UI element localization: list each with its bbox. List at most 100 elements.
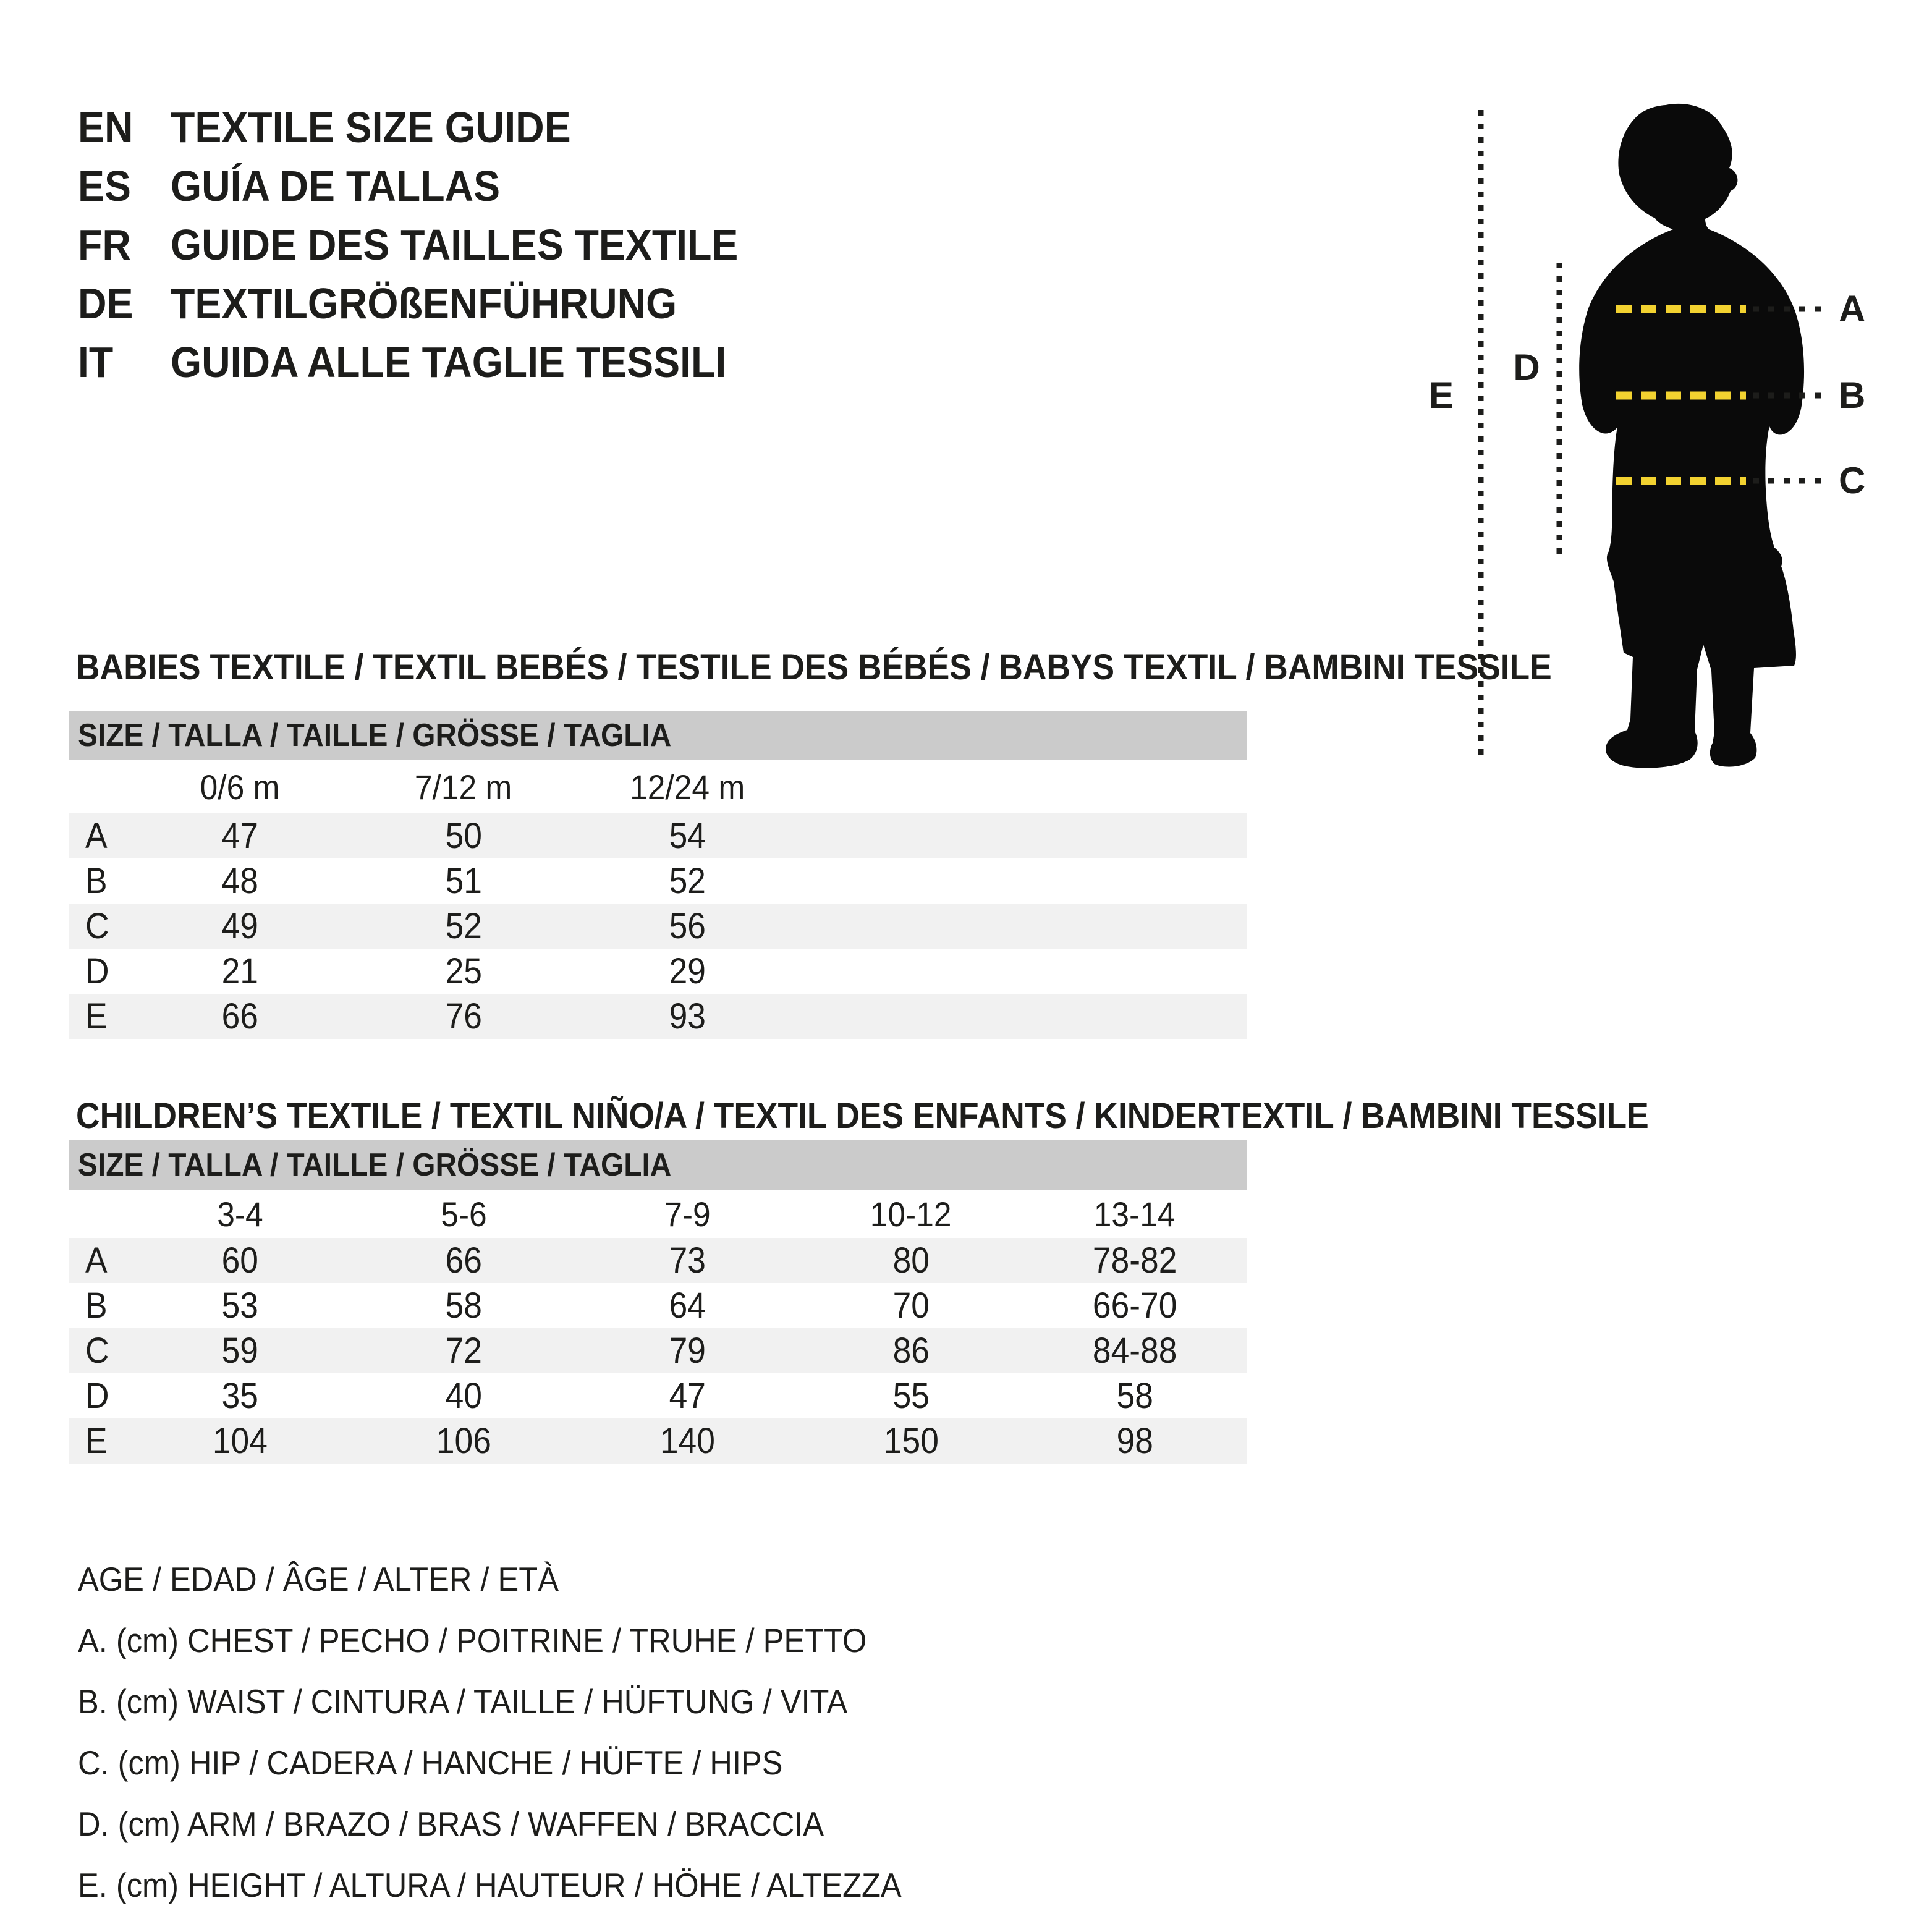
language-code: ES — [78, 161, 131, 210]
child-silhouette — [1579, 103, 1805, 768]
table-cell: 56 — [669, 906, 706, 946]
measurement-figure — [1409, 93, 1932, 810]
legend-chest-line: A. (cm) CHEST / PECHO / POITRINE / TRUHE… — [78, 1621, 867, 1659]
table-row: C 49 52 56 — [69, 904, 1247, 949]
babies-heading-text: BABIES TEXTILE / TEXTIL BEBÉS / TESTILE … — [76, 647, 1552, 687]
guide-title: GUIDA ALLE TAGLIE TESSILI — [171, 337, 727, 386]
table-cell: 55 — [892, 1376, 930, 1416]
child-silhouette-diagram — [1478, 103, 1828, 768]
column-header: 13-14 — [1094, 1194, 1176, 1234]
table-cell: 76 — [445, 996, 482, 1036]
list-item: EN TEXTILE SIZE GUIDE — [78, 98, 787, 156]
column-header: 5-6 — [440, 1194, 487, 1234]
table-cell: 58 — [445, 1286, 482, 1326]
table-cell: 64 — [669, 1286, 706, 1326]
table-row: B 48 51 52 — [69, 858, 1247, 904]
list-item: FR GUIDE DES TAILLES TEXTILE — [78, 215, 787, 274]
table-cell: 66-70 — [1092, 1286, 1177, 1326]
table-cell: 93 — [669, 996, 706, 1036]
babies-section-heading: BABIES TEXTILE / TEXTIL BEBÉS / TESTILE … — [69, 646, 1680, 688]
list-item: ES GUÍA DE TALLAS — [78, 156, 787, 215]
table-cell: 50 — [445, 816, 482, 856]
height-label-e: E — [1428, 375, 1454, 416]
table-cell: 140 — [659, 1421, 715, 1461]
language-code: IT — [78, 337, 114, 386]
table-cell: 58 — [1116, 1376, 1153, 1416]
table-cell: 78-82 — [1092, 1240, 1177, 1281]
table-cell: 84-88 — [1092, 1331, 1177, 1371]
column-header: 3-4 — [216, 1194, 263, 1234]
table-row: B 53 58 64 70 66-70 — [69, 1283, 1247, 1328]
column-header: 7-9 — [664, 1194, 711, 1234]
table-cell: 73 — [669, 1240, 706, 1281]
legend-hip-line: C. (cm) HIP / CADERA / HANCHE / HÜFTE / … — [78, 1743, 783, 1782]
table-row: D 35 40 47 55 58 — [69, 1373, 1247, 1418]
legend-waist-line: B. (cm) WAIST / CINTURA / TAILLE / HÜFTU… — [78, 1682, 848, 1721]
table-cell: 25 — [445, 951, 482, 991]
table-cell: 86 — [892, 1331, 930, 1371]
table-cell: 52 — [445, 906, 482, 946]
table-cell: 59 — [221, 1331, 258, 1371]
row-label: B — [85, 861, 108, 901]
row-label: C — [85, 1331, 109, 1371]
row-label: A — [85, 816, 108, 856]
guide-title: TEXTILGRÖßENFÜHRUNG — [171, 279, 677, 328]
column-header: 12/24 m — [629, 767, 745, 807]
children-heading-text: CHILDREN’S TEXTILE / TEXTIL NIÑO/A / TEX… — [76, 1096, 1649, 1136]
row-label: C — [85, 906, 109, 946]
table-cell: 98 — [1116, 1421, 1153, 1461]
table-cell: 150 — [883, 1421, 939, 1461]
guide-title: GUIDE DES TAILLES TEXTILE — [171, 220, 739, 269]
babies-size-bar-text: SIZE / TALLA / TAILLE / GRÖSSE / TAGLIA — [78, 718, 672, 753]
column-header: 7/12 m — [415, 767, 512, 807]
table-header-row: 0/6 m 7/12 m 12/24 m — [69, 760, 1247, 813]
table-cell: 29 — [669, 951, 706, 991]
table-cell: 66 — [445, 1240, 482, 1281]
language-code: EN — [78, 103, 133, 151]
table-row: E 104 106 140 150 98 — [69, 1418, 1247, 1464]
children-size-bar-text: SIZE / TALLA / TAILLE / GRÖSSE / TAGLIA — [78, 1147, 672, 1183]
list-item: IT GUIDA ALLE TAGLIE TESSILI — [78, 333, 787, 391]
column-header: 0/6 m — [200, 767, 280, 807]
guide-title: GUÍA DE TALLAS — [171, 161, 501, 210]
children-size-bar: SIZE / TALLA / TAILLE / GRÖSSE / TAGLIA — [69, 1140, 1247, 1190]
table-row: E 66 76 93 — [69, 994, 1247, 1039]
table-cell: 53 — [221, 1286, 258, 1326]
table-cell: 106 — [436, 1421, 491, 1461]
table-cell: 54 — [669, 816, 706, 856]
table-cell: 72 — [445, 1331, 482, 1371]
legend-height-line: E. (cm) HEIGHT / ALTURA / HAUTEUR / HÖHE… — [78, 1865, 902, 1904]
table-row: C 59 72 79 86 84-88 — [69, 1328, 1247, 1373]
table-cell: 48 — [221, 861, 258, 901]
row-label: A — [85, 1240, 108, 1281]
table-header-row: 3-4 5-6 7-9 10-12 13-14 — [69, 1190, 1247, 1238]
language-code: FR — [78, 220, 131, 269]
table-cell: 79 — [669, 1331, 706, 1371]
table-cell: 60 — [221, 1240, 258, 1281]
arm-label-d: D — [1513, 347, 1540, 388]
table-cell: 21 — [221, 951, 258, 991]
hip-label-c: C — [1839, 460, 1866, 501]
row-label: B — [85, 1286, 108, 1326]
table-cell: 52 — [669, 861, 706, 901]
table-cell: 80 — [892, 1240, 930, 1281]
list-item: DE TEXTILGRÖßENFÜHRUNG — [78, 274, 787, 333]
row-label: E — [85, 1421, 108, 1461]
table-row: A 60 66 73 80 78-82 — [69, 1238, 1247, 1283]
table-cell: 70 — [892, 1286, 930, 1326]
table-cell: 49 — [221, 906, 258, 946]
row-label: D — [85, 1376, 109, 1416]
chest-label-a: A — [1839, 288, 1866, 329]
babies-size-table: 0/6 m 7/12 m 12/24 m A 47 50 54 B 48 51 … — [69, 760, 1247, 1039]
children-section-heading: CHILDREN’S TEXTILE / TEXTIL NIÑO/A / TEX… — [69, 1095, 1786, 1137]
waist-label-b: B — [1839, 375, 1866, 416]
legend-age-line: AGE / EDAD / ÂGE / ALTER / ETÀ — [78, 1559, 559, 1598]
table-row: D 21 25 29 — [69, 949, 1247, 994]
table-cell: 40 — [445, 1376, 482, 1416]
table-cell: 66 — [221, 996, 258, 1036]
table-cell: 35 — [221, 1376, 258, 1416]
table-cell: 47 — [669, 1376, 706, 1416]
babies-size-bar: SIZE / TALLA / TAILLE / GRÖSSE / TAGLIA — [69, 711, 1247, 760]
table-cell: 104 — [212, 1421, 268, 1461]
